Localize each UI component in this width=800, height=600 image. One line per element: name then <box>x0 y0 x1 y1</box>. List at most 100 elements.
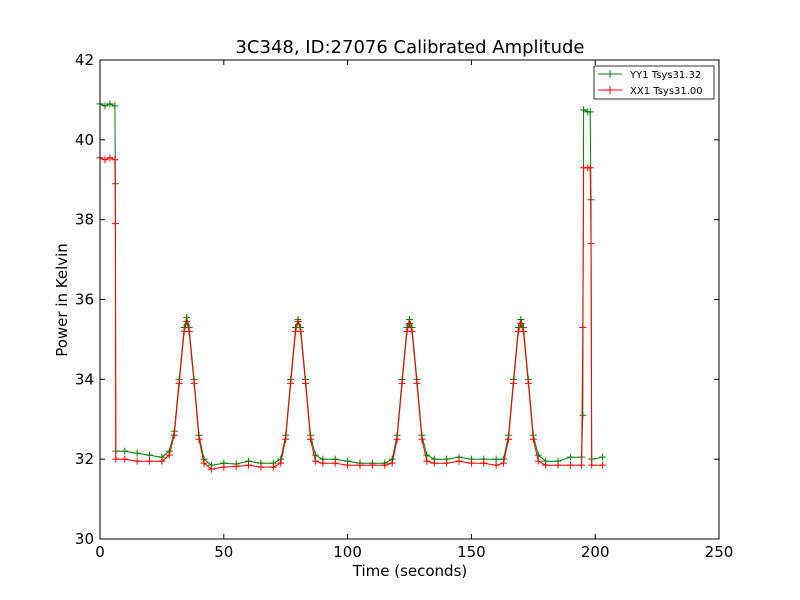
data-point-marker <box>200 459 208 467</box>
data-point-marker <box>398 379 406 387</box>
data-point-marker <box>393 435 401 443</box>
data-point-marker <box>534 457 542 465</box>
data-point-marker <box>297 327 305 335</box>
legend: YY1 Tsys31.32 XX1 Tsys31.00 <box>593 65 715 100</box>
data-point-marker <box>331 459 339 467</box>
data-point-marker <box>277 459 285 467</box>
y-tick-label: 30 <box>75 530 94 548</box>
legend-box <box>593 65 715 100</box>
data-point-marker <box>245 461 253 469</box>
data-point-marker <box>534 451 542 459</box>
data-point-marker <box>170 431 178 439</box>
data-point-marker <box>587 240 595 248</box>
data-point-marker <box>423 451 431 459</box>
x-tick-label: 0 <box>95 543 105 561</box>
data-point-marker <box>500 459 508 467</box>
series-1 <box>96 154 607 473</box>
legend-marker-xx1 <box>606 86 614 94</box>
data-point-marker <box>467 459 475 467</box>
data-point-marker <box>455 457 463 465</box>
data-point-marker <box>599 461 607 469</box>
data-point-marker <box>287 379 295 387</box>
data-point-marker <box>133 457 141 465</box>
data-point-marker <box>586 108 594 116</box>
y-axis: 30 32 34 36 38 40 42 <box>75 51 719 548</box>
data-point-marker <box>101 102 109 110</box>
x-axis-label: Time (seconds) <box>352 562 468 580</box>
data-point-marker <box>311 457 319 465</box>
data-point-marker <box>190 379 198 387</box>
x-tick-label: 150 <box>457 543 486 561</box>
legend-marker-yy1 <box>606 70 614 78</box>
data-point-marker <box>579 323 587 331</box>
data-point-marker <box>207 465 215 473</box>
data-point-marker <box>175 379 183 387</box>
y-axis-label: Power in Kelvin <box>53 243 71 357</box>
data-point-marker <box>542 461 550 469</box>
data-point-marker <box>101 156 109 164</box>
data-point-marker <box>220 463 228 471</box>
data-point-marker <box>106 154 114 162</box>
data-point-marker <box>165 451 173 459</box>
data-point-marker <box>566 461 574 469</box>
data-point-marker <box>368 461 376 469</box>
series-layer <box>96 100 607 473</box>
data-point-marker <box>588 461 596 469</box>
data-point-marker <box>111 156 119 164</box>
y-tick-label: 38 <box>75 211 94 229</box>
x-axis: 0 50 100 150 200 250 <box>95 60 733 561</box>
data-point-marker <box>121 455 129 463</box>
data-point-marker <box>195 435 203 443</box>
data-point-marker <box>430 459 438 467</box>
data-point-marker <box>121 447 129 455</box>
data-point-marker <box>185 327 193 335</box>
x-tick-label: 100 <box>333 543 362 561</box>
data-point-marker <box>111 220 119 228</box>
legend-label-yy1: YY1 Tsys31.32 <box>629 70 701 81</box>
data-point-marker <box>257 463 265 471</box>
y-tick-label: 42 <box>75 51 94 69</box>
data-point-marker <box>306 435 314 443</box>
data-point-marker <box>554 461 562 469</box>
data-point-marker <box>302 379 310 387</box>
data-point-marker <box>599 453 607 461</box>
data-point-marker <box>480 459 488 467</box>
y-tick-label: 40 <box>75 131 94 149</box>
data-point-marker <box>517 319 525 327</box>
data-point-marker <box>112 455 120 463</box>
data-point-marker <box>566 453 574 461</box>
data-point-marker <box>406 319 413 327</box>
data-point-marker <box>146 451 154 459</box>
data-point-marker <box>524 379 532 387</box>
y-tick-label: 36 <box>75 291 94 309</box>
data-point-marker <box>443 459 451 467</box>
data-point-marker <box>509 379 517 387</box>
data-point-marker <box>579 411 587 419</box>
data-point-marker <box>183 317 191 325</box>
data-point-marker <box>344 461 352 469</box>
data-point-marker <box>319 459 327 467</box>
data-point-marker <box>232 462 240 470</box>
data-point-marker <box>269 463 277 471</box>
data-point-marker <box>133 449 141 457</box>
legend-label-xx1: XX1 Tsys31.00 <box>630 86 703 97</box>
data-point-marker <box>519 327 527 335</box>
data-point-marker <box>408 327 416 335</box>
data-point-marker <box>282 435 290 443</box>
y-tick-label: 34 <box>75 370 94 388</box>
x-tick-label: 200 <box>581 543 610 561</box>
data-point-marker <box>111 102 119 110</box>
data-point-marker <box>413 379 421 387</box>
data-point-marker <box>356 461 364 469</box>
data-point-marker <box>158 457 166 465</box>
data-point-marker <box>106 100 114 108</box>
x-tick-label: 50 <box>214 543 233 561</box>
data-point-marker <box>388 459 396 467</box>
data-point-marker <box>492 461 500 469</box>
data-point-marker <box>578 461 586 469</box>
data-point-marker <box>423 457 431 465</box>
data-point-marker <box>418 435 426 443</box>
data-point-marker <box>492 455 500 463</box>
